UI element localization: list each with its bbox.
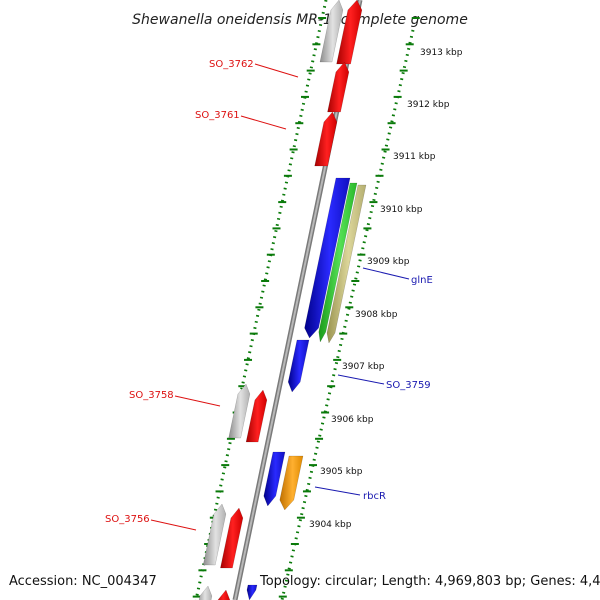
gene-khaki-glne[interactable] — [326, 184, 367, 344]
gene-blue-so3759[interactable] — [287, 339, 310, 393]
scale-label-3905: 3905 kbp — [320, 467, 363, 477]
gene-green-glne[interactable] — [318, 182, 358, 343]
gene-blue-rbcr[interactable] — [263, 451, 286, 507]
gene-label-so_3758[interactable]: SO_3758 — [129, 390, 174, 401]
gene-label-so_3759[interactable]: SO_3759 — [386, 380, 431, 391]
gene-grey-so3756[interactable] — [202, 503, 227, 566]
gene-grey-so3758[interactable] — [228, 383, 251, 439]
scale-label-3909: 3909 kbp — [367, 257, 410, 267]
leader-line-so_3762 — [254, 63, 299, 78]
gene-red-top[interactable] — [336, 0, 363, 65]
scale-label-3911: 3911 kbp — [393, 152, 436, 162]
gene-label-rbcr[interactable]: rbcR — [363, 491, 386, 502]
leader-line-so_3759 — [337, 374, 385, 385]
right-track-dots — [280, 29, 415, 600]
gene-blue-large[interactable] — [304, 177, 351, 339]
right-scale-track — [278, 17, 420, 600]
leader-line-glne — [362, 267, 410, 280]
label-leader-lines — [150, 63, 410, 531]
leader-line-so_3758 — [174, 395, 221, 407]
gene-red-so3756[interactable] — [220, 507, 244, 569]
accession-label: Accession: NC_004347 — [9, 574, 157, 589]
gene-blue-bottom[interactable] — [246, 584, 258, 600]
gene-orange-rbcr[interactable] — [279, 455, 304, 511]
gene-features — [197, 0, 367, 600]
gene-red-so3758[interactable] — [245, 389, 268, 443]
gene-red-bottom[interactable] — [215, 589, 231, 600]
scale-label-3910: 3910 kbp — [380, 205, 423, 215]
gene-red-so3761[interactable] — [314, 111, 338, 167]
scale-label-3907: 3907 kbp — [342, 362, 385, 372]
gene-grey-top[interactable] — [319, 0, 344, 63]
leader-line-so_3756 — [150, 519, 197, 531]
gene-red-so3762[interactable] — [327, 61, 350, 113]
scale-label-3906: 3906 kbp — [331, 415, 374, 425]
left-track-dots — [194, 0, 328, 600]
scale-label-3912: 3912 kbp — [407, 100, 450, 110]
leader-line-rbcr — [314, 486, 361, 496]
leader-line-so_3761 — [240, 115, 287, 130]
scale-label-3908: 3908 kbp — [355, 310, 398, 320]
scale-labels: 3913 kbp 3912 kbp 3911 kbp 3910 kbp 3909 kbp… — [309, 48, 463, 530]
topology-label: Topology: circular; Length: 4,969,803 bp… — [260, 574, 600, 589]
gene-label-glne[interactable]: glnE — [411, 275, 433, 286]
scale-label-3904: 3904 kbp — [309, 520, 352, 530]
gene-labels: SO_3762 SO_3761 glnE SO_3759 SO_3758 rbcR SO_3… — [105, 59, 433, 525]
gene-label-so_3762[interactable]: SO_3762 — [209, 59, 254, 70]
scale-label-3913: 3913 kbp — [420, 48, 463, 58]
gene-grey-bottom[interactable] — [197, 585, 213, 600]
left-dotted-track — [192, 0, 328, 600]
map-title: Shewanella oneidensis MR-1, complete gen… — [132, 12, 468, 28]
gene-label-so_3756[interactable]: SO_3756 — [105, 514, 150, 525]
gene-label-so_3761[interactable]: SO_3761 — [195, 110, 240, 121]
